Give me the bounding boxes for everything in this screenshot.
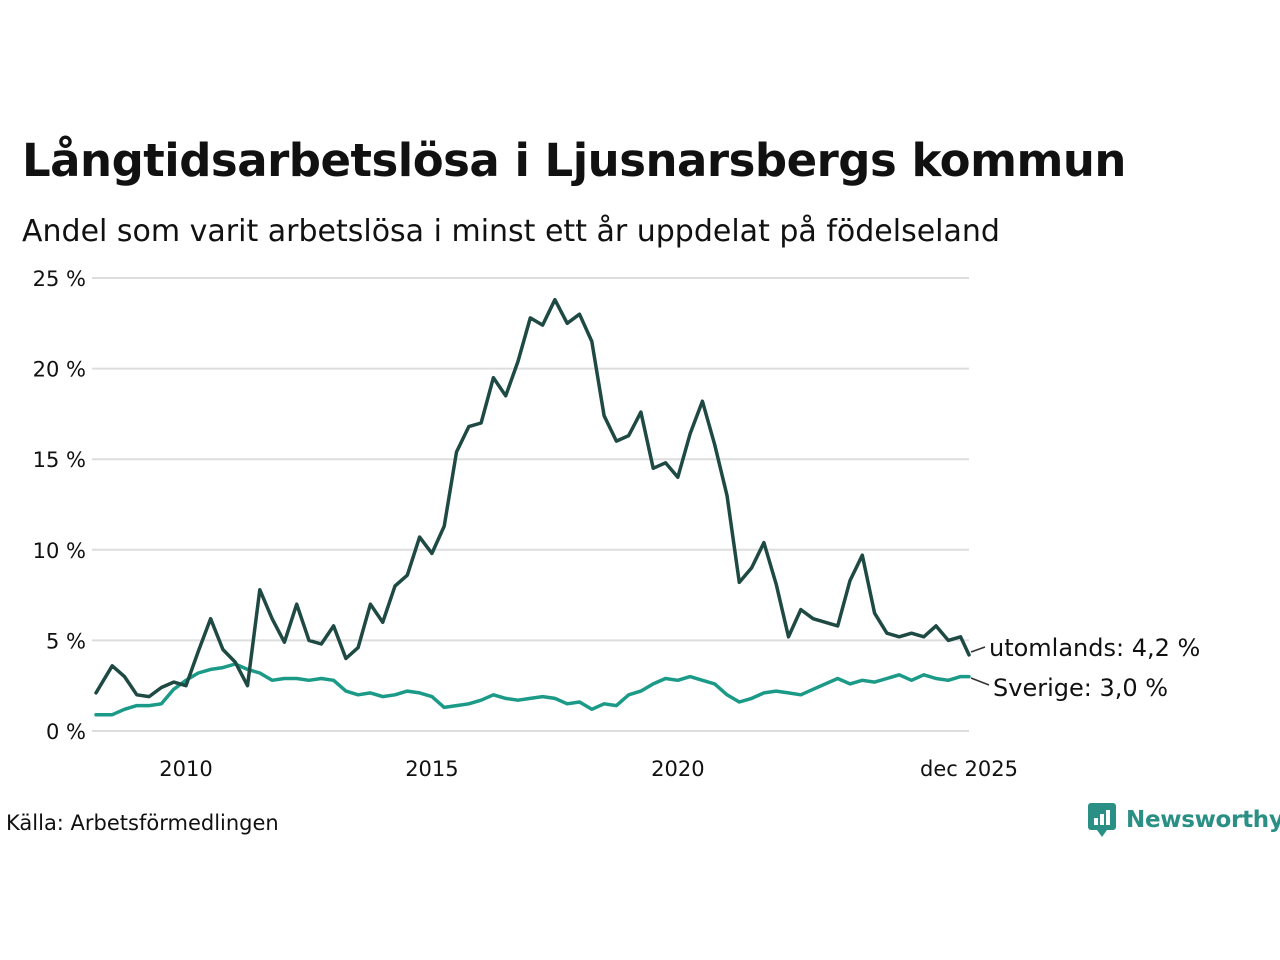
series-end-labels: utomlands: 4,2 % Sverige: 3,0 % xyxy=(970,634,1200,702)
end-label-sverige: Sverige: 3,0 % xyxy=(993,674,1168,702)
series-line-sverige xyxy=(94,662,971,717)
x-axis-ticks: 2010 2015 2020 dec 2025 xyxy=(159,757,1018,781)
x-tick-label: 2015 xyxy=(405,757,458,781)
x-tick-label: dec 2025 xyxy=(920,757,1018,781)
end-label-utomlands: utomlands: 4,2 % xyxy=(989,634,1200,662)
gridlines xyxy=(92,277,969,732)
y-tick-label: 15 % xyxy=(33,448,86,472)
end-label-connector xyxy=(970,677,990,686)
source-note: Källa: Arbetsförmedlingen xyxy=(6,811,279,835)
y-tick-label: 25 % xyxy=(33,267,86,291)
x-tick-label: 2010 xyxy=(159,757,212,781)
y-tick-label: 5 % xyxy=(46,629,86,653)
brand-name: Newsworthy xyxy=(1126,807,1280,833)
x-tick-label: 2020 xyxy=(651,757,704,781)
chart-title: Långtidsarbetslösa i Ljusnarsbergs kommu… xyxy=(22,134,1126,187)
newsworthy-logo: Newsworthy xyxy=(1088,803,1280,837)
chart-subtitle: Andel som varit arbetslösa i minst ett å… xyxy=(22,214,1000,249)
y-axis-ticks: 0 % 5 % 10 % 15 % 20 % 25 % xyxy=(33,267,86,744)
series-lines xyxy=(94,297,971,717)
newsworthy-icon xyxy=(1088,803,1116,837)
y-tick-label: 0 % xyxy=(46,720,86,744)
y-tick-label: 10 % xyxy=(33,539,86,563)
line-chart: 0 % 5 % 10 % 15 % 20 % 25 % 2010 2015 2020 dec 2… xyxy=(33,267,1201,781)
end-label-connector xyxy=(970,646,986,653)
series-line-utomlands xyxy=(94,297,971,699)
y-tick-label: 20 % xyxy=(33,358,86,382)
